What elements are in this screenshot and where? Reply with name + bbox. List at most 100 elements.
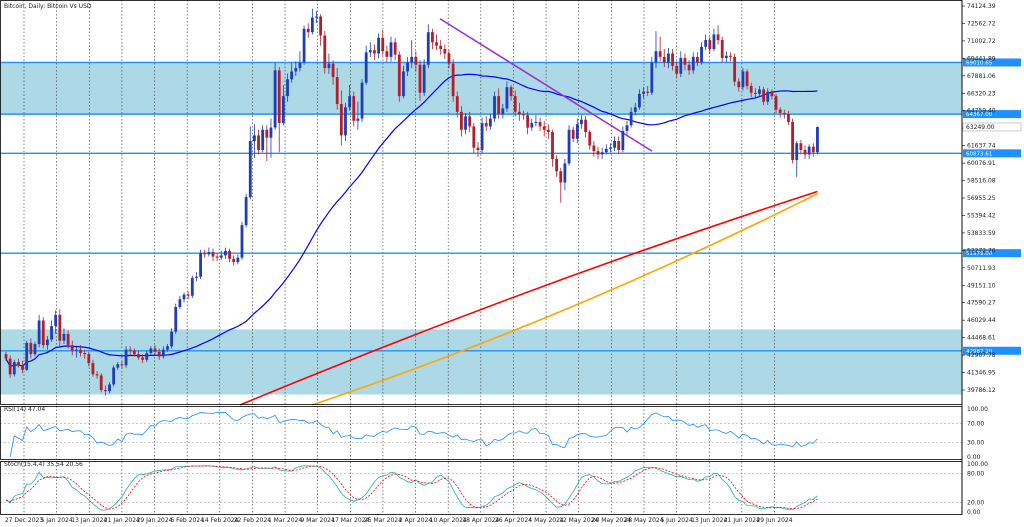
- candle-body: [352, 96, 356, 121]
- stochastic-pane[interactable]: Stoch(15,4,4) 35.54 20.56 100.00 80.00 20.…: [0, 461, 988, 516]
- candle-body: [195, 276, 198, 278]
- date-tick-label: 10 Apr 2024: [430, 517, 467, 524]
- candle-body: [617, 140, 621, 150]
- candle-body: [799, 143, 803, 150]
- level-price-label: 42987.20: [966, 349, 993, 355]
- date-tick-label: 27 Dec 2023: [5, 517, 44, 524]
- candle-body: [555, 158, 559, 172]
- candle-body: [431, 32, 434, 43]
- date-tick-label: 12 May 2024: [559, 517, 598, 524]
- candle-body: [166, 346, 169, 350]
- candle-body: [791, 121, 794, 161]
- level-price-label: 64367.00: [966, 112, 993, 118]
- candle-body: [604, 148, 608, 153]
- date-tick-label: 9 Mar 2024: [301, 517, 335, 524]
- candle-body: [281, 96, 285, 124]
- candle-body: [447, 53, 451, 64]
- candle-body: [17, 361, 20, 366]
- stoch-tick-label: 100.00: [967, 461, 988, 468]
- candle-body: [650, 62, 654, 93]
- candle-body: [381, 37, 385, 52]
- candle-body: [472, 126, 476, 148]
- candle-body: [356, 118, 360, 121]
- level-price-label: 60873.61: [966, 151, 992, 157]
- candle-body: [596, 151, 600, 155]
- candle-body: [443, 49, 447, 54]
- candle-body: [199, 253, 202, 277]
- date-tick-label: 5 Jun 2024: [660, 517, 692, 524]
- candle-body: [745, 71, 749, 87]
- candle-body: [782, 112, 786, 115]
- candle-body: [571, 129, 575, 139]
- rsi-tick-label: 70.00: [967, 420, 984, 427]
- candle-body: [25, 342, 29, 370]
- candle-body: [240, 225, 244, 258]
- candle-body: [683, 57, 687, 65]
- candle-body: [327, 63, 331, 69]
- date-tick-label: 2 Apr 2024: [399, 517, 432, 524]
- candle-body: [203, 253, 207, 255]
- candle-body: [662, 56, 666, 63]
- candle-body: [149, 348, 153, 354]
- candle-body: [613, 140, 616, 148]
- candle-body: [74, 349, 78, 351]
- candle-body: [310, 17, 314, 33]
- candle-body: [675, 65, 679, 74]
- candle-body: [658, 51, 662, 57]
- candle-body: [269, 127, 273, 138]
- candle-body: [232, 258, 236, 263]
- rsi-tick-label: 0.00: [967, 454, 981, 461]
- level-price-label: 51979.00: [966, 251, 993, 257]
- candle-body: [455, 96, 459, 112]
- candle-body: [273, 70, 277, 128]
- candle-body: [737, 81, 741, 88]
- rsi-pane[interactable]: RSI(14) 47.04 100.00 70.00 30.00 0.00: [0, 406, 988, 461]
- stoch-tick-label: 80.00: [967, 471, 984, 478]
- ma-50-line: [5, 73, 818, 368]
- candle-body: [253, 135, 256, 141]
- price-tick-label: 44468.61: [967, 335, 996, 342]
- date-tick-label: 22 Feb 2024: [234, 517, 272, 524]
- candle-body: [741, 71, 745, 88]
- stoch-tick-label: 0.00: [967, 509, 981, 516]
- candle-body: [348, 96, 352, 108]
- date-tick-label: 13 Jan 2024: [71, 517, 107, 524]
- candle-body: [178, 299, 182, 308]
- price-tick-label: 72562.72: [967, 20, 996, 27]
- candle-body: [766, 91, 770, 102]
- candle-body: [87, 354, 91, 364]
- candle-body: [66, 333, 70, 346]
- candle-body: [580, 119, 583, 125]
- candle-body: [546, 129, 550, 133]
- price-tick-label: 66320.23: [967, 90, 996, 97]
- price-pane[interactable]: Bitcoin, Daily: Bitcoin Vs USD: [0, 0, 962, 515]
- candle-body: [517, 111, 521, 115]
- candle-body: [244, 197, 248, 226]
- candle-body: [290, 71, 294, 80]
- candle-body: [542, 126, 546, 130]
- candle-body: [339, 103, 343, 136]
- trendline-layer[interactable]: [439, 18, 653, 152]
- candle-body: [124, 349, 128, 366]
- candle-body: [91, 363, 95, 375]
- price-tick-label: 55394.42: [967, 212, 996, 219]
- candle-body: [621, 130, 625, 150]
- candle-body: [224, 250, 227, 256]
- level-price-tag: [963, 110, 1021, 119]
- candle-body: [145, 353, 149, 360]
- candle-body: [708, 40, 712, 50]
- rsi-title: RSI(14) 47.04: [4, 406, 45, 413]
- candle-body: [724, 55, 728, 58]
- candle-body: [393, 42, 397, 55]
- current-price-label: 63249.00: [966, 124, 995, 131]
- candle-body: [397, 54, 401, 97]
- date-tick-label: 21 Jun 2024: [724, 517, 760, 524]
- date-tick-label: 5 Jan 2024: [41, 517, 73, 524]
- candle-body: [58, 314, 62, 341]
- candle-body: [530, 123, 534, 128]
- candle-body: [70, 345, 74, 351]
- price-tick-label: 49151.10: [967, 282, 996, 289]
- pane-frames: [0, 0, 963, 515]
- price-tick-label: 60076.91: [967, 160, 996, 167]
